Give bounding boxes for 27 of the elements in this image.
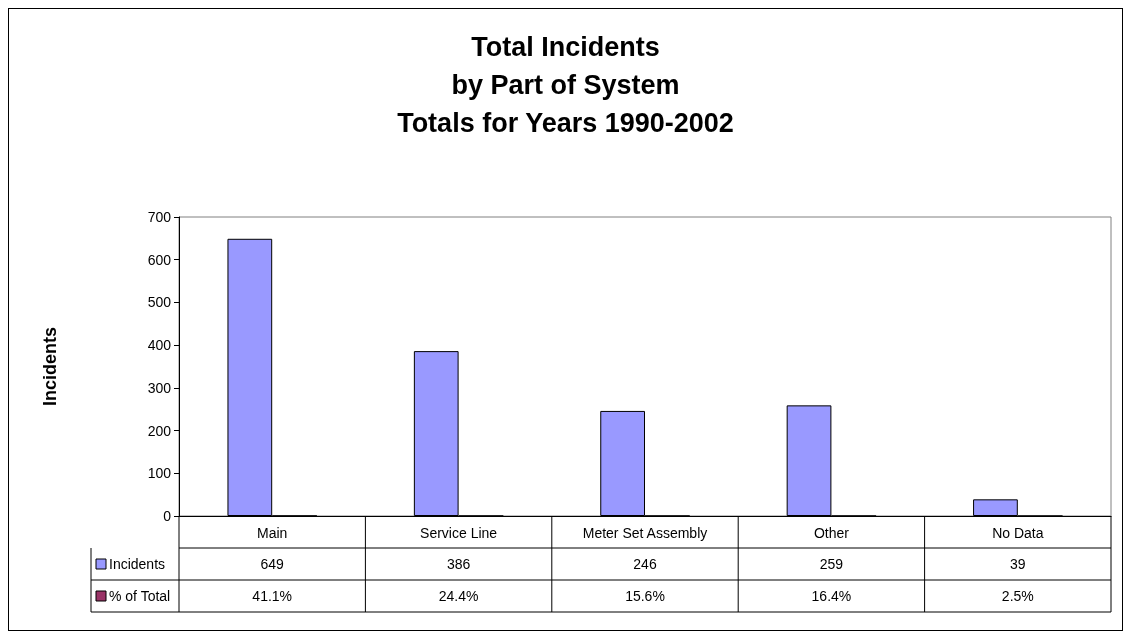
legend-label: Incidents (109, 556, 166, 572)
y-tick-label: 600 (147, 251, 172, 268)
x-tick-label: Other (813, 525, 850, 541)
chart-title: Total Incidents by Part of System Totals for Years 1990-2002 (397, 32, 734, 138)
x-tick-label: No Data (992, 525, 1044, 541)
data-label: 24.4% (438, 588, 479, 604)
data-label: 39 (1010, 556, 1026, 572)
data-label: 259 (819, 556, 844, 572)
x-tick-label: Main (257, 525, 288, 541)
x-tick-label: Meter Set Assembly (582, 525, 708, 541)
data-label: 649 (260, 556, 285, 572)
y-tick-label: 0 (163, 508, 172, 524)
legend-label: % of Total (109, 588, 171, 604)
data-label: 386 (446, 556, 471, 572)
data-label: 246 (633, 556, 657, 572)
data-label: 15.6% (625, 588, 665, 604)
y-tick-label: 700 (147, 209, 172, 225)
data-label: 16.4% (811, 588, 852, 604)
y-tick-label: 300 (147, 379, 172, 396)
data-label: 41.1% (252, 588, 293, 604)
y-tick-label: 400 (147, 337, 172, 354)
y-tick-label: 200 (147, 422, 172, 439)
y-axis-title: Incidents (40, 326, 60, 407)
y-tick-label: 500 (147, 294, 172, 311)
data-label: 2.5% (1001, 588, 1034, 604)
x-tick-label: Service Line (420, 525, 498, 541)
y-tick-label: 100 (147, 465, 172, 482)
